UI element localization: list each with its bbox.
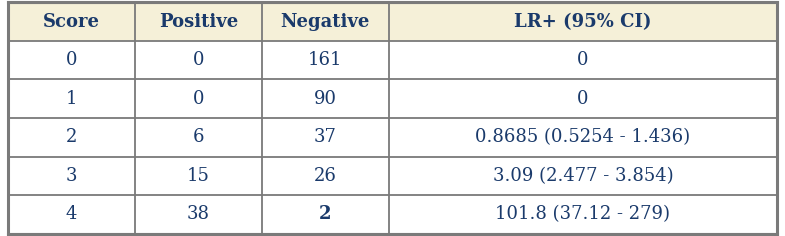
Text: 38: 38 [187,205,210,223]
Text: 101.8 (37.12 - 279): 101.8 (37.12 - 279) [495,205,670,223]
Bar [8,2,777,41]
Text: LR+ (95% CI): LR+ (95% CI) [514,13,652,31]
Bar [8,195,777,234]
Text: 6: 6 [192,128,204,146]
Bar [8,41,777,80]
Text: 0: 0 [577,51,589,69]
Text: 37: 37 [314,128,337,146]
Text: 3.09 (2.477 - 3.854): 3.09 (2.477 - 3.854) [493,167,674,185]
Text: 90: 90 [314,90,337,108]
Bar [8,118,777,156]
Text: 0.8685 (0.5254 - 1.436): 0.8685 (0.5254 - 1.436) [476,128,691,146]
Text: Score: Score [43,13,100,31]
Text: 1: 1 [66,90,77,108]
Text: Positive: Positive [159,13,238,31]
Text: 26: 26 [314,167,337,185]
Text: 0: 0 [192,90,204,108]
Text: Negative: Negative [280,13,370,31]
Text: 0: 0 [66,51,77,69]
Text: 0: 0 [577,90,589,108]
Bar [8,80,777,118]
Bar [8,156,777,195]
Text: 2: 2 [66,128,77,146]
Text: 0: 0 [192,51,204,69]
Text: 15: 15 [187,167,210,185]
Text: 2: 2 [319,205,331,223]
Text: 4: 4 [66,205,77,223]
Text: 161: 161 [308,51,342,69]
Text: 3: 3 [66,167,77,185]
